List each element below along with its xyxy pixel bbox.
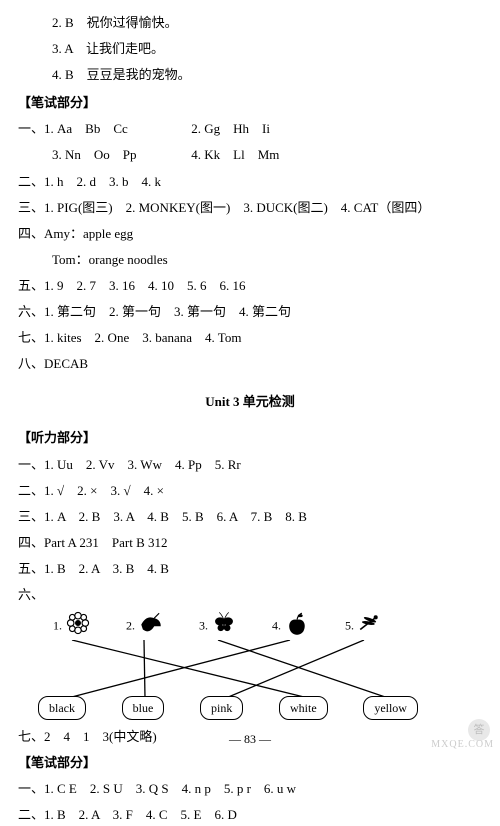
u3-t1: 一、1. Uu 2. Vv 3. Ww 4. Pp 5. Rr [18, 454, 482, 476]
w1-y1d: 4. Kk Ll Mm [191, 147, 279, 162]
word-blue: blue [122, 696, 165, 720]
num-5: 5. [345, 619, 354, 633]
top-item-4: 4. [257, 610, 325, 636]
intro-line-2: 3. A 让我们走吧。 [18, 38, 482, 60]
num-1: 1. [53, 619, 62, 633]
w1-y5: 五、1. 9 2. 7 3. 16 4. 10 5. 6 6. 16 [18, 275, 482, 297]
u3-b1: 一、1. C E 2. S U 3. Q S 4. n p 5. p r 6. … [18, 778, 482, 800]
w1-y6: 六、1. 第二句 2. 第一句 3. 第一句 4. 第二句 [18, 301, 482, 323]
top-item-3: 3. [184, 610, 252, 636]
word-white: white [279, 696, 328, 720]
w1-y1-row1: 一、1. Aa Bb Cc 2. Gg Hh Ii [18, 118, 482, 140]
written-heading-1: 【笔试部分】 [18, 92, 482, 114]
u3-t3: 三、1. A 2. B 3. A 4. B 5. B 6. A 7. B 8. … [18, 506, 482, 528]
top-item-2: 2. [111, 610, 179, 636]
matching-lines [38, 640, 418, 698]
w1-y4b: Tom：orange noodles [18, 249, 482, 271]
w1-y1a: 一、1. Aa Bb Cc [18, 118, 188, 140]
w1-y7: 七、1. kites 2. One 3. banana 4. Tom [18, 327, 482, 349]
w1-y3: 三、1. PIG(图三) 2. MONKEY(图一) 3. DUCK(图二) 4… [18, 197, 482, 219]
u3-t2: 二、1. √ 2. × 3. √ 4. × [18, 480, 482, 502]
top-item-5: 5. [330, 610, 398, 636]
word-black: black [38, 696, 86, 720]
w1-y4a: 四、Amy：apple egg [18, 223, 482, 245]
w1-y1-row2: 3. Nn Oo Pp 4. Kk Ll Mm [18, 144, 482, 166]
w1-y8: 八、DECAB [18, 353, 482, 375]
u3-t5: 五、1. B 2. A 3. B 4. B [18, 558, 482, 580]
u3-t4: 四、Part A 231 Part B 312 [18, 532, 482, 554]
unit3-title: Unit 3 单元检测 [18, 391, 482, 413]
apple-icon [284, 610, 310, 636]
word-yellow: yellow [363, 696, 418, 720]
flower-icon [65, 610, 91, 636]
word-pink: pink [200, 696, 243, 720]
u3-t6-label: 六、 [18, 587, 44, 602]
matching-top-row: 1. 2. 3. [38, 610, 398, 636]
intro-line-3: 4. B 豆豆是我的宠物。 [18, 64, 482, 86]
page-number: — 83 — [0, 729, 500, 749]
num-3: 3. [199, 619, 208, 633]
w1-y1c: 3. Nn Oo Pp [52, 144, 188, 166]
intro-line-1: 2. B 祝你过得愉快。 [18, 12, 482, 34]
matching-diagram: 1. 2. 3. [38, 610, 418, 720]
w1-y1b: 2. Gg Hh Ii [191, 121, 270, 136]
w1-y2: 二、1. h 2. d 3. b 4. k [18, 171, 482, 193]
num-2: 2. [126, 619, 135, 633]
dragonfly-icon [357, 610, 383, 636]
u3-b2: 二、1. B 2. A 3. F 4. C 5. E 6. D [18, 804, 482, 826]
bird-icon [138, 610, 164, 636]
u3-t6-row: 六、 [18, 584, 482, 606]
top-item-1: 1. [38, 610, 106, 636]
written-heading-2: 【笔试部分】 [18, 752, 482, 774]
matching-bottom-row: black blue pink white yellow [38, 696, 418, 720]
listen-heading: 【听力部分】 [18, 427, 482, 449]
watermark-text: MXQE.COM [431, 736, 494, 753]
butterfly-icon [211, 610, 237, 636]
num-4: 4. [272, 619, 281, 633]
